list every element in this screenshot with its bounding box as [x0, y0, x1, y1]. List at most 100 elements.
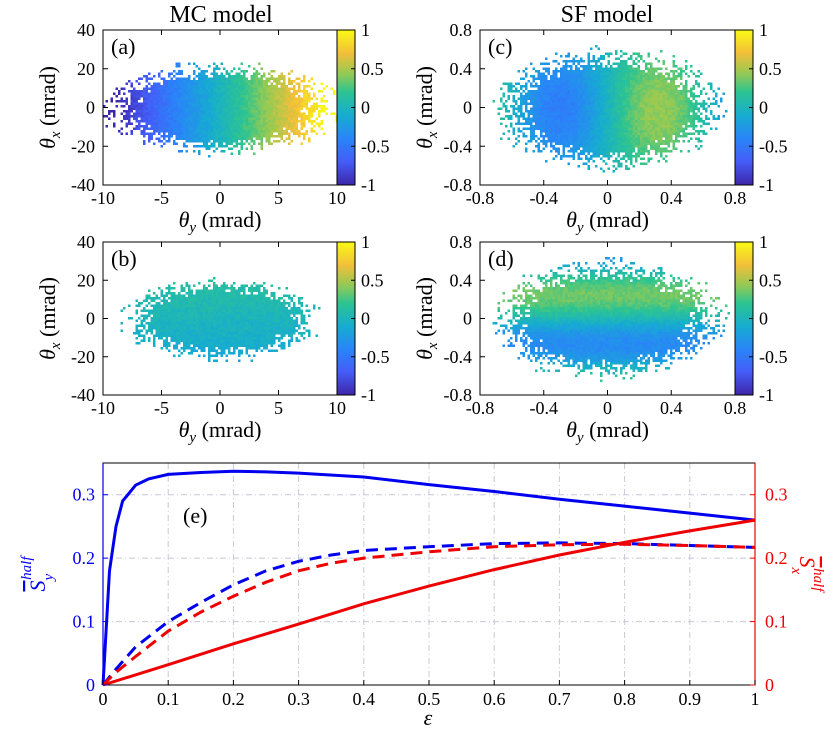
heatmap-cell	[200, 97, 203, 100]
heatmap-cell	[625, 132, 628, 135]
heatmap-cell	[258, 302, 261, 305]
heatmap-cell	[308, 110, 311, 113]
heatmap-cell	[637, 130, 640, 133]
heatmap-cell	[303, 132, 306, 135]
heatmap-cell	[660, 142, 663, 145]
heatmap-cell	[255, 294, 258, 297]
heatmap-cell	[205, 115, 208, 118]
heatmap-cell	[662, 62, 665, 65]
heatmap-cell	[497, 107, 500, 110]
heatmap-cell	[243, 110, 246, 113]
heatmap-cell	[685, 82, 688, 85]
heatmap-cell	[680, 112, 683, 115]
heatmap-cell	[652, 67, 655, 70]
heatmap-cell	[565, 55, 568, 58]
heatmap-cell	[150, 85, 153, 88]
heatmap-cell	[293, 100, 296, 103]
heatmap-cell	[552, 115, 555, 118]
heatmap-cell	[195, 122, 198, 125]
heatmap-cell	[542, 67, 545, 70]
heatmap-cell	[208, 95, 211, 98]
heatmap-cell	[530, 90, 533, 93]
heatmap-cell	[612, 170, 615, 173]
heatmap-cell	[532, 67, 535, 70]
heatmap-cell	[682, 107, 685, 110]
heatmap-cell	[630, 155, 633, 158]
heatmap-cell	[183, 92, 186, 95]
heatmap-cell	[550, 82, 553, 85]
heatmap-cell	[615, 50, 618, 53]
heatmap-cell	[205, 120, 208, 123]
heatmap-cell	[602, 170, 605, 173]
heatmap-cell	[285, 110, 288, 113]
heatmap-cell	[672, 107, 675, 110]
heatmap-cell	[203, 135, 206, 138]
heatmap-cell	[632, 62, 635, 65]
colorbar-tick-label: 1	[361, 20, 370, 40]
heatmap-cell	[270, 90, 273, 93]
heatmap-cell	[165, 95, 168, 98]
heatmap-cell	[193, 120, 196, 123]
heatmap-cell	[255, 130, 258, 133]
heatmap-cell	[702, 122, 705, 125]
heatmap-cell	[607, 67, 610, 70]
heatmap-cell	[238, 90, 241, 93]
heatmap-cell	[188, 102, 191, 105]
heatmap-cell	[525, 102, 528, 105]
heatmap-cell	[587, 112, 590, 115]
heatmap-cell	[522, 122, 525, 125]
heatmap-cell	[670, 107, 673, 110]
heatmap-cell	[567, 77, 570, 80]
heatmap-cell	[572, 127, 575, 130]
heatmap-cell	[550, 95, 553, 98]
heatmap-cell	[617, 92, 620, 95]
heatmap-cell	[560, 125, 563, 128]
heatmap-cell	[722, 115, 725, 118]
heatmap-cell	[550, 145, 553, 148]
heatmap-cell	[627, 110, 630, 113]
heatmap-cell	[640, 97, 643, 100]
heatmap-cell	[320, 107, 323, 110]
heatmap-cell	[640, 72, 643, 75]
heatmap-cell	[620, 165, 623, 168]
heatmap-cell	[580, 137, 583, 140]
heatmap-cell	[585, 112, 588, 115]
heatmap-cell	[597, 135, 600, 138]
heatmap-cell	[647, 55, 650, 58]
heatmap-cell	[565, 70, 568, 73]
heatmap-cell	[165, 112, 168, 115]
heatmap-cell	[295, 125, 298, 128]
heatmap-cell	[630, 125, 633, 128]
heatmap-cell	[680, 95, 683, 98]
heatmap-cell	[275, 100, 278, 103]
heatmap-cell	[245, 304, 248, 307]
heatmap-cell	[592, 120, 595, 123]
heatmap-cell	[705, 92, 708, 95]
heatmap-cell	[308, 95, 311, 98]
heatmap-cell	[178, 82, 181, 85]
heatmap-cell	[525, 142, 528, 145]
heatmap-cell	[647, 152, 650, 155]
heatmap-cell	[228, 92, 231, 95]
heatmap-cell	[590, 145, 593, 148]
heatmap-cell	[238, 112, 241, 115]
heatmap-cell	[175, 80, 178, 83]
heatmap-cell	[635, 57, 638, 60]
heatmap-cell	[685, 115, 688, 118]
heatmap-cell	[567, 92, 570, 95]
heatmap-cell	[600, 117, 603, 120]
heatmap-cell	[303, 95, 306, 98]
heatmap-cell	[652, 145, 655, 148]
heatmap-cell	[210, 297, 213, 300]
heatmap-cell	[133, 87, 136, 90]
heatmap-cell	[610, 107, 613, 110]
heatmap-cell	[655, 117, 658, 120]
heatmap-cell	[635, 115, 638, 118]
heatmap-cell	[685, 90, 688, 93]
heatmap-cell	[617, 100, 620, 103]
heatmap-cell	[213, 150, 216, 153]
heatmap-cell	[185, 145, 188, 148]
heatmap-cell	[235, 142, 238, 145]
heatmap-cell	[605, 70, 608, 73]
heatmap-cell	[585, 157, 588, 160]
